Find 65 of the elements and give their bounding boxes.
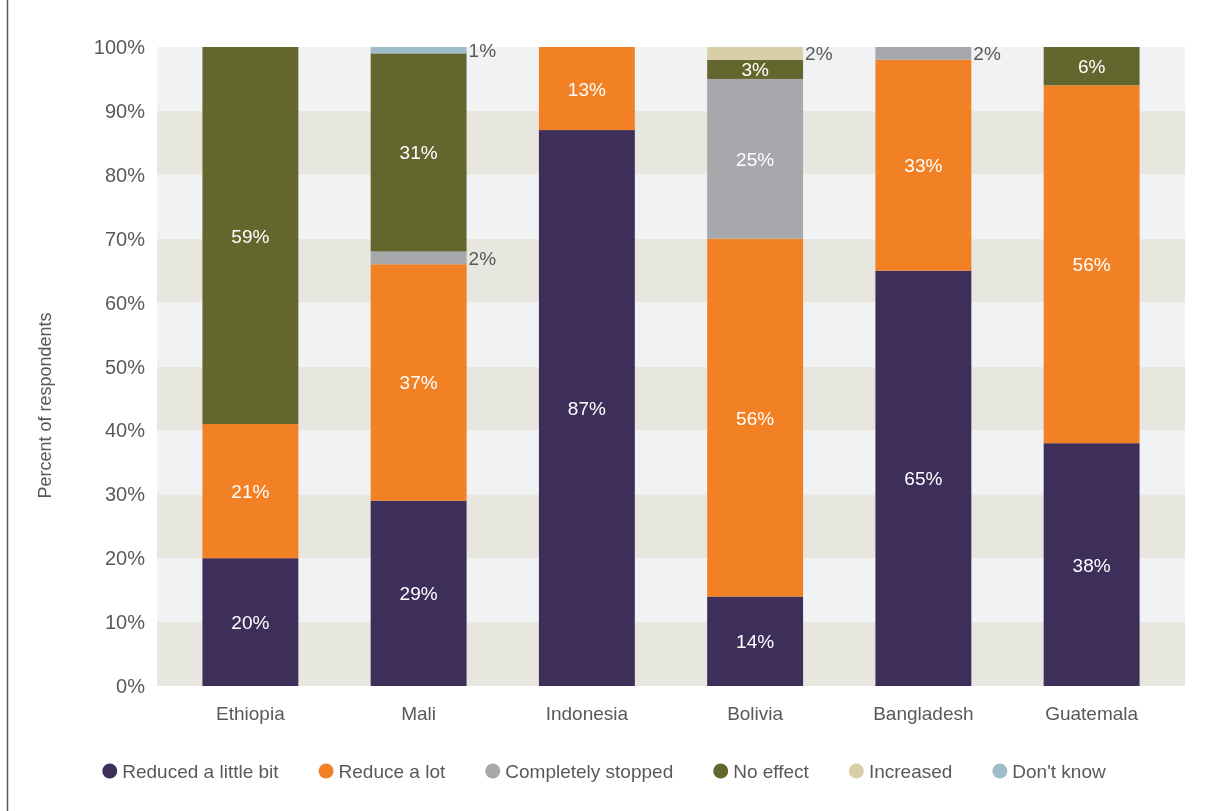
bar bbox=[1043, 443, 1140, 686]
y-axis-title: Percent of respondents bbox=[35, 312, 55, 499]
x-tick-label: Guatemala bbox=[1045, 702, 1139, 724]
data-label: 65% bbox=[904, 467, 943, 489]
data-label: 1% bbox=[468, 39, 497, 61]
bar bbox=[370, 47, 467, 54]
y-tick-label: 20% bbox=[104, 547, 146, 570]
data-label: 21% bbox=[231, 480, 270, 502]
x-tick-label: Indonesia bbox=[545, 702, 629, 724]
data-label: 56% bbox=[1072, 253, 1111, 275]
data-label: 14% bbox=[736, 630, 775, 652]
bar bbox=[707, 596, 804, 686]
bar bbox=[875, 270, 972, 686]
data-label: 31% bbox=[399, 141, 438, 163]
x-tick-label: Ethiopia bbox=[216, 702, 286, 724]
y-tick-label: 100% bbox=[93, 36, 146, 58]
data-label: 2% bbox=[973, 42, 1001, 64]
y-tick-label: 80% bbox=[104, 163, 146, 186]
bar bbox=[370, 53, 467, 252]
x-tick-label: Bangladesh bbox=[873, 702, 974, 724]
bar bbox=[370, 264, 467, 501]
legend-label: Don't know bbox=[1012, 760, 1107, 782]
data-label: 33% bbox=[904, 154, 943, 176]
bar bbox=[538, 47, 635, 131]
data-label: 6% bbox=[1077, 55, 1106, 77]
bar bbox=[707, 78, 804, 239]
legend-label: Completely stopped bbox=[505, 760, 674, 782]
data-label: 2% bbox=[468, 247, 497, 269]
data-label: 59% bbox=[231, 225, 270, 247]
data-label: 3% bbox=[741, 58, 769, 80]
bar bbox=[370, 500, 467, 686]
legend-label: Increased bbox=[868, 760, 953, 782]
data-label: 20% bbox=[231, 611, 270, 633]
data-label: 87% bbox=[567, 397, 606, 419]
x-tick-label: Bolivia bbox=[727, 702, 784, 724]
y-tick-label: 90% bbox=[104, 99, 146, 122]
bar bbox=[202, 47, 299, 425]
data-label: 25% bbox=[736, 148, 775, 170]
legend-label: No effect bbox=[733, 760, 810, 782]
bar bbox=[1043, 47, 1140, 86]
legend-label: Reduced a little bit bbox=[122, 760, 280, 782]
y-tick-label: 10% bbox=[104, 611, 146, 634]
bar bbox=[538, 130, 635, 686]
data-label: 29% bbox=[399, 582, 438, 604]
y-tick-label: 70% bbox=[104, 227, 146, 250]
bar bbox=[875, 59, 972, 271]
bar bbox=[1043, 85, 1140, 444]
bar bbox=[875, 47, 972, 60]
bar bbox=[707, 238, 804, 597]
y-tick-label: 0% bbox=[116, 675, 146, 697]
bar bbox=[707, 47, 804, 60]
y-tick-label: 50% bbox=[104, 355, 146, 378]
y-tick-label: 60% bbox=[104, 291, 146, 314]
x-tick-label: Mali bbox=[401, 702, 437, 724]
data-label: 37% bbox=[399, 371, 438, 393]
data-label: 38% bbox=[1072, 554, 1111, 576]
legend-label: Reduce a lot bbox=[338, 760, 446, 782]
bar bbox=[370, 251, 467, 265]
data-label: 2% bbox=[805, 42, 833, 64]
y-tick-label: 30% bbox=[104, 483, 146, 506]
data-label: 56% bbox=[736, 407, 775, 429]
y-tick-label: 40% bbox=[104, 419, 146, 442]
bar bbox=[202, 558, 299, 686]
data-label: 13% bbox=[567, 78, 606, 100]
bar bbox=[202, 424, 299, 559]
